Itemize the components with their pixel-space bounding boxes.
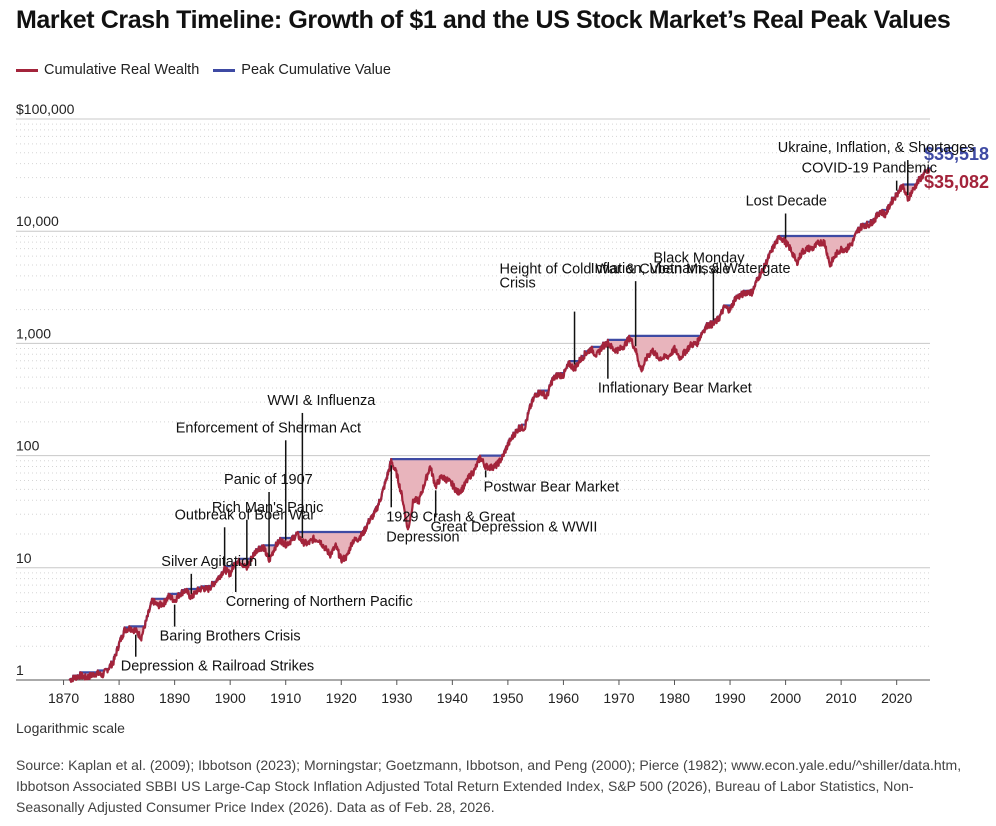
legend-swatch-wealth xyxy=(16,68,38,72)
x-tick-label: 1980 xyxy=(659,690,690,706)
chart-title: Market Crash Timeline: Growth of $1 and … xyxy=(16,6,951,34)
legend: Cumulative Real Wealth Peak Cumulative V… xyxy=(16,60,405,80)
legend-label-wealth: Cumulative Real Wealth xyxy=(44,62,200,78)
annotation-label: Great Depression & WWII xyxy=(431,519,598,535)
annotation-label: Enforcement of Sherman Act xyxy=(176,420,361,436)
x-tick-label: 2000 xyxy=(770,690,801,706)
x-tick-label: 2010 xyxy=(826,690,857,706)
source-note: Source: Kaplan et al. (2009); Ibbotson (… xyxy=(16,757,962,815)
y-tick-label: 10 xyxy=(16,550,32,566)
annotation-label: Baring Brothers Crisis xyxy=(160,629,301,645)
annotation-label: WWI & Influenza xyxy=(267,393,376,409)
annotation-label: Depression xyxy=(386,529,459,545)
y-tick-label: 1,000 xyxy=(16,325,51,341)
annotation-label: Height of Cold War & Cuban Missile xyxy=(500,262,731,278)
annotation-label: COVID-19 Pandemic xyxy=(802,161,937,177)
annotation-label: Postwar Bear Market xyxy=(484,479,619,495)
legend-item-wealth: Cumulative Real Wealth xyxy=(16,62,199,78)
x-tick-label: 1960 xyxy=(548,690,579,706)
x-tick-label: 1900 xyxy=(215,690,246,706)
annotation-label: Inflation, Vietnam, & Watergate xyxy=(591,261,791,277)
x-tick-label: 1970 xyxy=(603,690,634,706)
annotation-label: Cornering of Northern Pacific xyxy=(226,594,413,610)
annotation-label: Silver Agitation xyxy=(161,554,257,570)
annotation-label: Ukraine, Inflation, & Shortages xyxy=(778,140,975,156)
legend-label-peak: Peak Cumulative Value xyxy=(241,62,391,78)
annotation-label: Panic of 1907 xyxy=(224,472,313,488)
x-tick-label: 1890 xyxy=(159,690,190,706)
y-tick-label: 1 xyxy=(16,662,24,678)
y-tick-label: $100,000 xyxy=(16,101,75,117)
annotation-label: Lost Decade xyxy=(746,194,827,210)
y-tick-label: 100 xyxy=(16,438,40,454)
x-tick-label: 1920 xyxy=(326,690,357,706)
log-scale-note: Logarithmic scale xyxy=(16,720,125,736)
x-tick-label: 1880 xyxy=(104,690,135,706)
end-label-peak: $35,518 xyxy=(924,144,989,164)
annotation-label: Outbreak of Boer War xyxy=(175,507,316,523)
cumulative-wealth-line xyxy=(68,167,931,683)
annotation-label: Crisis xyxy=(500,276,536,292)
annotation-label: Inflationary Bear Market xyxy=(598,381,752,397)
x-tick-label: 1870 xyxy=(48,690,79,706)
x-tick-label: 1910 xyxy=(270,690,301,706)
annotation-label: Rich Man's Panic xyxy=(212,500,324,516)
y-tick-label: 10,000 xyxy=(16,213,59,229)
x-tick-label: 1950 xyxy=(492,690,523,706)
annotation-label: Depression & Railroad Strikes xyxy=(121,659,314,675)
legend-item-peak: Peak Cumulative Value xyxy=(213,62,391,78)
x-tick-label: 2020 xyxy=(881,690,912,706)
annotation-label: 1929 Crash & Great xyxy=(386,509,515,525)
annotation-label: Black Monday xyxy=(653,250,745,266)
legend-swatch-peak xyxy=(213,68,236,72)
x-tick-label: 1930 xyxy=(381,690,412,706)
end-label-wealth: $35,082 xyxy=(924,172,989,192)
x-tick-label: 1940 xyxy=(437,690,468,706)
x-tick-label: 1990 xyxy=(714,690,745,706)
